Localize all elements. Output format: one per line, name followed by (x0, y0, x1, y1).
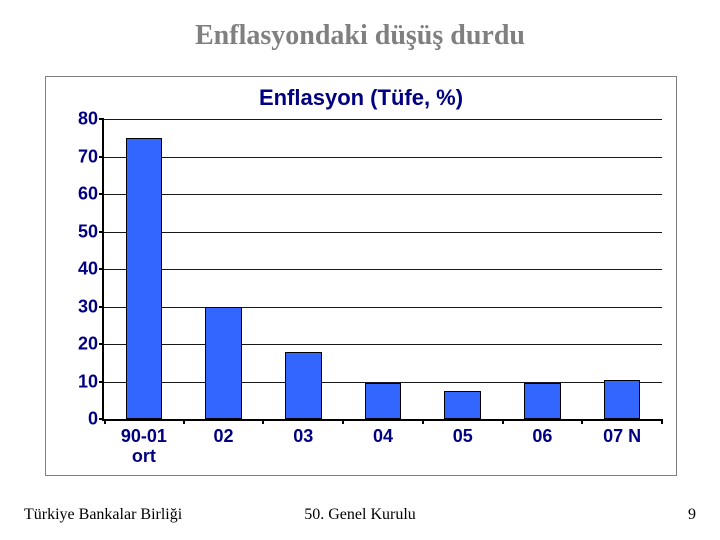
bar (285, 352, 322, 420)
x-tick-mark (342, 419, 344, 424)
grid-line (104, 194, 662, 195)
x-tick-label: 04 (373, 427, 393, 447)
grid-line (104, 269, 662, 270)
y-tick-label: 70 (78, 146, 98, 167)
x-tick-mark (502, 419, 504, 424)
x-tick-label: 06 (532, 427, 552, 447)
y-tick-mark (99, 156, 104, 158)
grid-line (104, 157, 662, 158)
slide: Enflasyondaki düşüş durdu Enflasyon (Tüf… (0, 0, 720, 540)
y-tick-label: 60 (78, 184, 98, 205)
x-tick-label: 07 N (603, 427, 641, 447)
bar (126, 138, 163, 419)
y-tick-mark (99, 268, 104, 270)
y-tick-label: 10 (78, 371, 98, 392)
x-tick-label: 02 (214, 427, 234, 447)
slide-title: Enflasyondaki düşüş durdu (0, 20, 720, 52)
y-tick-label: 30 (78, 296, 98, 317)
y-tick-label: 0 (88, 409, 98, 430)
x-tick-label: 03 (293, 427, 313, 447)
grid-line (104, 307, 662, 308)
x-tick-mark (581, 419, 583, 424)
y-tick-label: 40 (78, 259, 98, 280)
y-tick-label: 50 (78, 221, 98, 242)
y-tick-mark (99, 193, 104, 195)
page-number: 9 (688, 506, 696, 524)
y-tick-mark (99, 381, 104, 383)
y-tick-mark (99, 306, 104, 308)
grid-line (104, 232, 662, 233)
x-tick-label: 05 (453, 427, 473, 447)
chart-title: Enflasyon (Tüfe, %) (46, 85, 676, 111)
y-tick-label: 80 (78, 109, 98, 130)
chart-container: Enflasyon (Tüfe, %) 0102030405060708090-… (45, 76, 677, 476)
x-tick-mark (104, 419, 106, 424)
y-tick-mark (99, 231, 104, 233)
x-tick-mark (183, 419, 185, 424)
x-tick-mark (262, 419, 264, 424)
footer-center: 50. Genel Kurulu (0, 506, 720, 524)
bar (524, 383, 561, 419)
x-tick-mark (422, 419, 424, 424)
x-tick-mark (661, 419, 663, 424)
grid-line (104, 344, 662, 345)
footer: Türkiye Bankalar Birliği 50. Genel Kurul… (0, 506, 720, 526)
x-tick-label: 90-01ort (121, 427, 167, 467)
bar (604, 380, 641, 419)
bar (205, 307, 242, 420)
y-tick-mark (99, 118, 104, 120)
y-tick-mark (99, 343, 104, 345)
plot-area: 0102030405060708090-01ort020304050607 N (102, 119, 662, 421)
bar (444, 391, 481, 419)
bar (365, 383, 402, 419)
grid-line (104, 119, 662, 120)
grid-line (104, 382, 662, 383)
y-tick-label: 20 (78, 334, 98, 355)
